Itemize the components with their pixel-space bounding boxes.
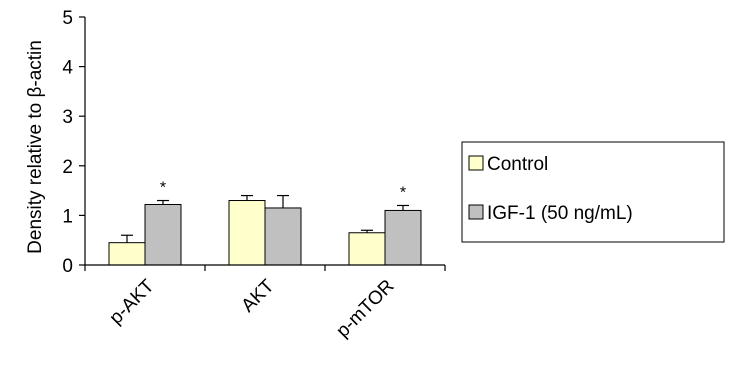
legend-box bbox=[461, 141, 725, 243]
significance-marker-p-mtor: * bbox=[400, 184, 406, 201]
legend-label-series-1: IGF-1 (50 ng/mL) bbox=[487, 203, 633, 224]
y-tick-label-5: 5 bbox=[62, 8, 73, 29]
plot-area: * * bbox=[108, 180, 422, 266]
bar-p-akt-series-0 bbox=[108, 242, 146, 266]
legend-label-series-0: Control bbox=[487, 154, 548, 175]
legend-swatch-series-1 bbox=[468, 204, 484, 220]
bar-akt-series-1 bbox=[264, 207, 302, 266]
x-category-label-p-akt: p-AKT bbox=[106, 275, 159, 328]
axes: 0 1 2 3 4 5 p-AKT AKT p-mTOR bbox=[62, 8, 446, 342]
bar-p-akt-series-1 bbox=[144, 203, 182, 266]
legend-swatch-series-0 bbox=[468, 155, 484, 171]
y-tick-label-2: 2 bbox=[62, 157, 73, 178]
y-tick-label-0: 0 bbox=[62, 256, 73, 277]
legend: Control IGF-1 (50 ng/mL) bbox=[461, 141, 725, 243]
significance-marker-p-akt: * bbox=[160, 180, 166, 197]
x-category-label-akt: AKT bbox=[238, 275, 279, 316]
bar-akt-series-0 bbox=[228, 200, 266, 266]
bar-p-mtor-series-0 bbox=[348, 232, 386, 266]
x-category-label-p-mtor: p-mTOR bbox=[332, 276, 398, 342]
y-axis-label: Density relative to β-actin bbox=[25, 40, 46, 254]
y-tick-label-1: 1 bbox=[62, 206, 73, 227]
y-tick-label-3: 3 bbox=[62, 107, 73, 128]
y-tick-label-4: 4 bbox=[62, 58, 73, 79]
bar-p-mtor-series-1 bbox=[384, 209, 422, 266]
